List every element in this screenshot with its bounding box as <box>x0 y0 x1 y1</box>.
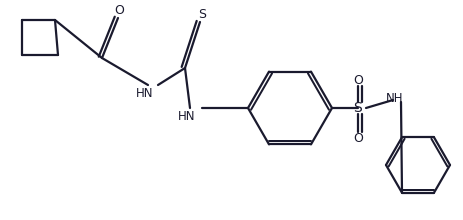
Text: HN: HN <box>136 86 154 99</box>
Text: HN: HN <box>178 110 196 123</box>
Text: O: O <box>353 73 363 86</box>
Text: O: O <box>353 132 363 145</box>
Text: O: O <box>114 4 124 16</box>
Text: NH: NH <box>386 92 404 104</box>
Text: S: S <box>354 101 363 115</box>
Text: S: S <box>198 7 206 20</box>
